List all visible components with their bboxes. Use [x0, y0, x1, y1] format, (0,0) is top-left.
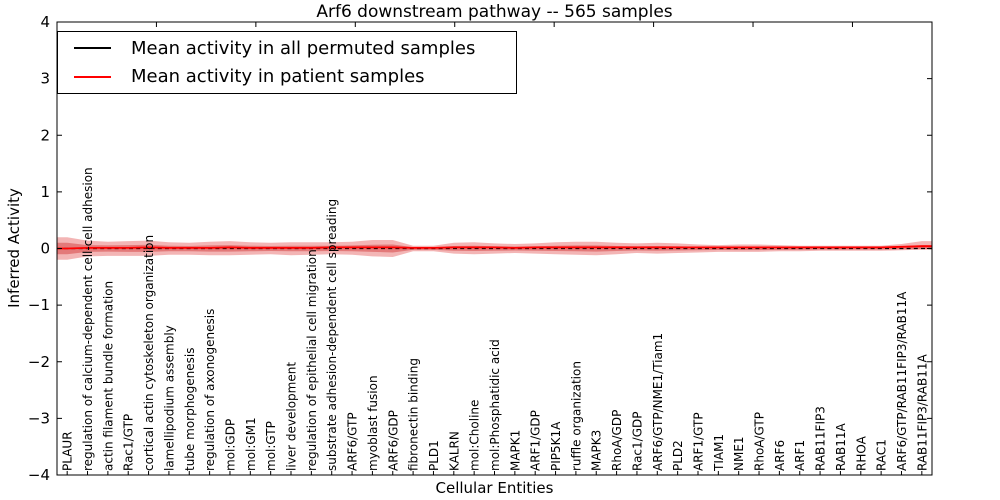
x-tick-label: mol:GDP [224, 419, 238, 471]
x-tick-label: RAB11FIP3 [814, 406, 828, 471]
x-tick-label: RAC1 [875, 439, 889, 471]
x-tick-label: lamellipodium assembly [162, 325, 176, 471]
legend: Mean activity in all permuted samples Me… [57, 31, 517, 94]
y-tick-label: 1 [40, 183, 50, 201]
y-tick-label: −2 [28, 353, 50, 371]
confidence-band-inner [57, 242, 932, 255]
x-tick-label: RAB11A [834, 422, 848, 471]
patient-mean-line [57, 245, 932, 250]
x-tick-label: RhoA/GDP [610, 410, 624, 471]
x-tick-label: liver development [285, 362, 299, 471]
y-tick-label: 4 [40, 13, 50, 31]
y-tick-label: 0 [40, 240, 50, 258]
x-tick-label: PIP5K1A [549, 421, 563, 471]
x-axis-label: Cellular Entities [435, 479, 554, 497]
confidence-band-outer [57, 237, 932, 260]
x-tick-label: ARF6/GTP [346, 412, 360, 471]
legend-label-patient: Mean activity in patient samples [131, 66, 425, 88]
x-tick-label: KALRN [447, 431, 461, 471]
legend-entry-permuted: Mean activity in all permuted samples [58, 34, 516, 62]
x-tick-label: regulation of axonogenesis [203, 309, 217, 471]
y-tick-label: 3 [40, 70, 50, 88]
x-tick-label: ruffle organization [569, 361, 583, 471]
x-tick-label: PLAUR [61, 431, 75, 471]
legend-label-permuted: Mean activity in all permuted samples [131, 37, 476, 59]
x-tick-label: RHOA [854, 435, 868, 471]
x-tick-label: Rac1/GTP [122, 414, 136, 471]
x-tick-label: mol:GTP [264, 421, 278, 471]
patient-line-sample-icon [74, 75, 111, 78]
x-tick-label: ARF6/GTP/NME1/Tiam1 [651, 333, 665, 471]
x-tick-label: mol:GM1 [244, 417, 258, 471]
x-tick-label: ARF1/GTP [692, 412, 706, 471]
x-tick-label: myoblast fusion [366, 375, 380, 471]
x-tick-label: ARF6/GDP [386, 410, 400, 471]
x-tick-label: MAPK1 [508, 430, 522, 471]
legend-entry-patient: Mean activity in patient samples [58, 63, 516, 91]
x-tick-label: substrate adhesion-dependent cell spread… [325, 199, 339, 471]
x-tick-label: tube morphogenesis [183, 348, 197, 471]
x-tick-label: mol:Phosphatidic acid [488, 339, 502, 471]
y-tick-label: −4 [28, 466, 50, 484]
x-tick-label: Rac1/GDP [630, 412, 644, 471]
x-tick-label: fibronectin binding [407, 358, 421, 471]
x-tick-label: PLD2 [671, 440, 685, 471]
permuted-line-sample-icon [74, 47, 111, 50]
x-tick-label: actin filament bundle formation [101, 281, 115, 471]
x-tick-label: ARF1/GDP [529, 410, 543, 471]
chart-title: Arf6 downstream pathway -- 565 samples [316, 2, 673, 22]
x-tick-label: ARF6/GTP/RAB11FIP3/RAB11A [895, 291, 909, 471]
y-tick-label: 2 [40, 126, 50, 144]
x-tick-label: RhoA/GTP [753, 412, 767, 471]
x-tick-label: regulation of epithelial cell migration [305, 249, 319, 471]
x-tick-label: TIAM1 [712, 434, 726, 472]
x-tick-label: NME1 [732, 436, 746, 471]
x-tick-label: ARF1 [793, 440, 807, 471]
x-tick-label: regulation of calcium-dependent cell-cel… [81, 167, 95, 471]
x-tick-label: mol:Choline [468, 400, 482, 471]
x-tick-label: PLD1 [427, 440, 441, 471]
x-tick-label: MAPK3 [590, 430, 604, 471]
x-tick-label: RAB11FIP3/RAB11A [915, 354, 929, 471]
y-tick-label: −1 [28, 296, 50, 314]
x-tick-label: cortical actin cytoskeleton organization [142, 235, 156, 471]
y-tick-label: −3 [28, 409, 50, 427]
x-tick-label: ARF6 [773, 440, 787, 471]
